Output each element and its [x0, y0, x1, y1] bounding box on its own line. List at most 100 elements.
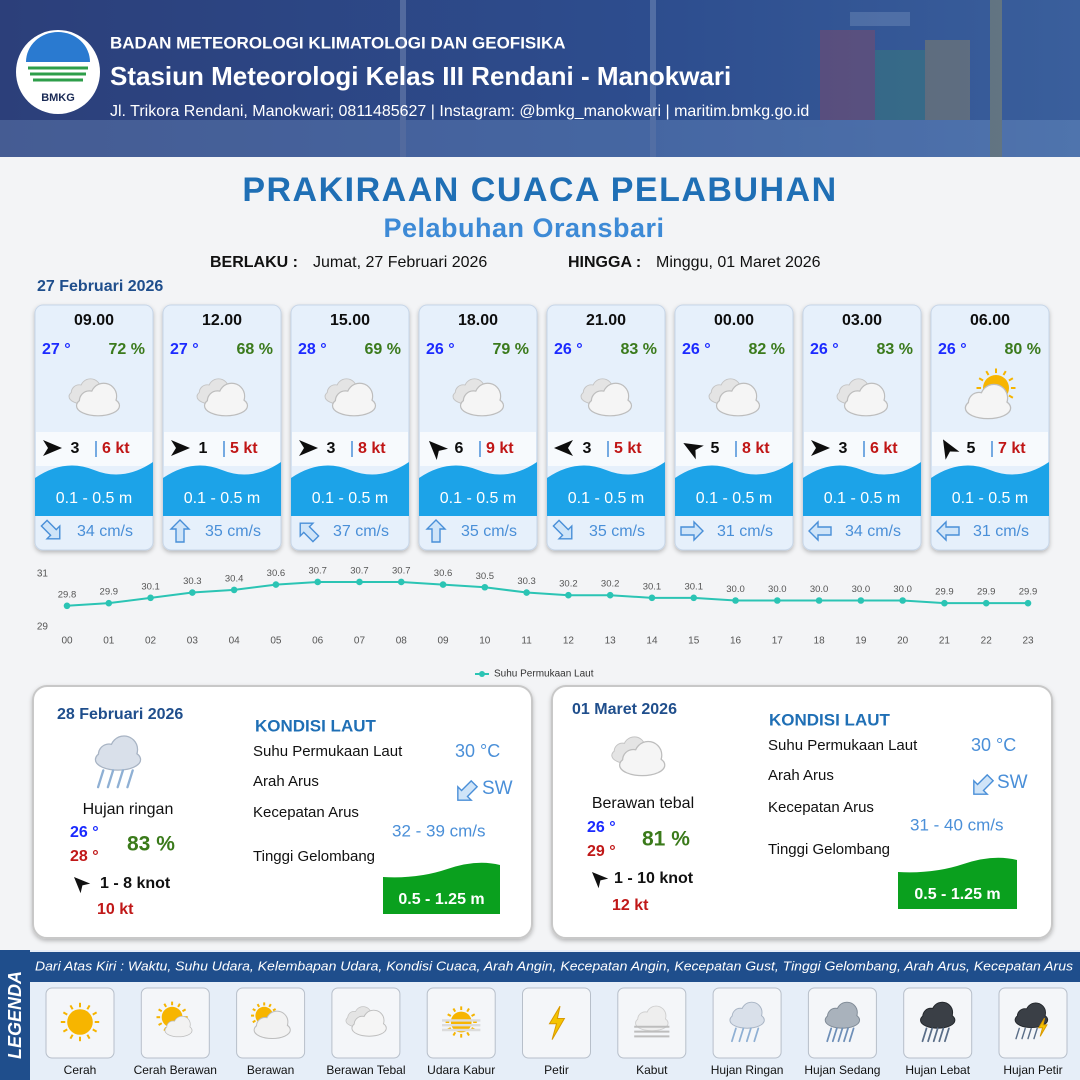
- card-gust: 5 kt: [230, 440, 258, 457]
- sst-value-label: 30.1: [141, 581, 160, 592]
- card-time: 09.00: [74, 312, 114, 329]
- cloud-fill: [646, 1006, 666, 1026]
- x-tick-label: 14: [646, 636, 658, 647]
- wave-box: [383, 862, 500, 914]
- sun-ray: [181, 1008, 187, 1013]
- card-humidity: 79 %: [493, 341, 529, 358]
- card-temp: 26 °: [426, 341, 455, 358]
- lightning: [548, 1005, 566, 1040]
- x-tick-label: 20: [897, 636, 909, 647]
- wind-arrow: [43, 440, 62, 456]
- sst-value-label: 30.2: [601, 579, 620, 590]
- sst-value-label: 30.6: [434, 568, 453, 579]
- x-tick-label: 16: [730, 636, 742, 647]
- cloud-fill: [174, 1016, 190, 1033]
- card-temp: 27 °: [170, 341, 199, 358]
- sst-point: [105, 599, 113, 607]
- wind: 1 - 10 knot: [614, 870, 694, 887]
- wind-arrow: [428, 440, 449, 461]
- x-tick-label: 04: [229, 636, 241, 647]
- sun: [67, 1009, 93, 1035]
- current-arrow: [808, 520, 832, 542]
- legend-item-label: Hujan Ringan: [711, 1063, 784, 1077]
- humidity: 81 %: [642, 828, 690, 851]
- rain-drop: [126, 769, 134, 789]
- x-tick-label: 21: [939, 636, 951, 647]
- x-tick-label: 13: [605, 636, 617, 647]
- rain-drop: [944, 1027, 950, 1043]
- card-wave: 0.1 - 0.5 m: [952, 490, 1028, 507]
- sun-ray: [252, 1008, 256, 1012]
- card-wind: 1: [199, 440, 208, 457]
- subtitle: Pelabuhan Oransbari: [383, 213, 664, 243]
- current-row: [548, 516, 664, 549]
- rain-drop: [1027, 1027, 1032, 1040]
- sun-ray: [447, 1013, 452, 1017]
- cloud-fill: [603, 383, 629, 409]
- cloud-fill: [635, 742, 662, 769]
- card-current: 34 cm/s: [845, 523, 901, 540]
- card-gust: 8 kt: [358, 440, 386, 457]
- card-wind: 5: [711, 440, 720, 457]
- card-humidity: 83 %: [621, 341, 657, 358]
- validity-from: Jumat, 27 Februari 2026: [313, 254, 487, 271]
- wind-arrow: [683, 443, 704, 460]
- sea-title: KONDISI LAUT: [769, 710, 891, 729]
- sun-ray: [1008, 377, 1014, 382]
- x-tick-label: 07: [354, 636, 366, 647]
- card-current: 34 cm/s: [77, 523, 133, 540]
- wind: 1 - 8 knot: [100, 875, 171, 892]
- weather-icon: [580, 378, 633, 417]
- rain-drop: [826, 1027, 833, 1043]
- sst-point: [815, 597, 823, 604]
- x-tick-label: 15: [688, 636, 700, 647]
- sst-point: [857, 597, 865, 604]
- sst-point: [481, 583, 489, 591]
- current-direction: SW: [997, 772, 1028, 793]
- card-time: 00.00: [714, 312, 754, 329]
- x-tick-label: 18: [814, 636, 826, 647]
- legend-item-label: Hujan Lebat: [905, 1063, 970, 1077]
- weather-icon: [452, 378, 505, 417]
- cloud-fill: [981, 385, 1007, 411]
- sea-label: Suhu Permukaan Laut: [768, 737, 918, 754]
- wave-band: [931, 462, 1049, 516]
- sst-point: [774, 597, 781, 604]
- legend-top-bar: [30, 952, 1080, 982]
- wave-band: [291, 462, 409, 516]
- card-gust: 5 kt: [614, 440, 642, 457]
- panel-date: 01 Maret 2026: [572, 701, 677, 718]
- sst-value-label: 30.7: [308, 565, 327, 576]
- current-arrow: [299, 522, 320, 543]
- sst: 30 °C: [455, 741, 500, 761]
- card-temp: 28 °: [298, 341, 327, 358]
- wave-band: [163, 462, 281, 516]
- card-wind: 5: [967, 440, 976, 457]
- x-tick-label: 00: [61, 636, 73, 647]
- sst-value-label: 30.3: [183, 576, 202, 587]
- validity-to-label: HINGGA :: [568, 254, 641, 271]
- current-arrow: [169, 519, 191, 543]
- weather-icon: [729, 1001, 765, 1043]
- card-wave: 0.1 - 0.5 m: [312, 490, 388, 507]
- card-wind: 3: [583, 440, 592, 457]
- current-arrow: [425, 519, 447, 543]
- sst-point: [314, 578, 321, 586]
- sst-value-label: 30.7: [392, 565, 411, 576]
- station: Stasiun Meteorologi Kelas III Rendani - …: [110, 61, 731, 91]
- card-gust: 9 kt: [486, 440, 514, 457]
- legend-marker: [479, 671, 485, 677]
- rain-drop: [106, 769, 115, 789]
- wind-arrow: [811, 440, 830, 456]
- card-gust: 7 kt: [998, 440, 1026, 457]
- card-temp: 27 °: [42, 341, 71, 358]
- current-arrow: [457, 779, 479, 801]
- weather-icon: [708, 378, 761, 417]
- card-current: 35 cm/s: [589, 523, 645, 540]
- sun-ray: [1008, 394, 1014, 399]
- weather-icon: [824, 1001, 861, 1043]
- current-row: [804, 516, 920, 549]
